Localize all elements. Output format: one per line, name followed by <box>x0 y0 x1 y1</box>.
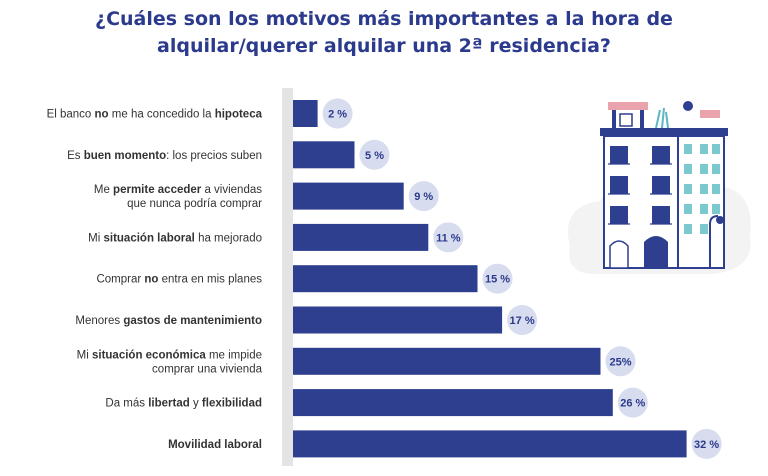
bar-5 <box>293 306 503 334</box>
chart-title-line-1: ¿Cuáles son los motivos más importantes … <box>95 8 673 30</box>
value-label-5: 17 % <box>510 315 535 327</box>
category-label-4: Comprar no entra en mis planes <box>96 274 262 286</box>
bar-6 <box>293 347 601 375</box>
category-label-7: Da más libertad y flexibilidad <box>105 398 262 410</box>
value-label-4: 15 % <box>485 274 510 286</box>
value-bubble-6 <box>605 346 636 377</box>
category-label-5: Menores gastos de mantenimiento <box>75 315 262 327</box>
bar-2 <box>293 182 404 210</box>
category-label-8: Movilidad laboral <box>168 439 262 451</box>
apartment-building-icon <box>568 101 751 274</box>
value-label-6: 25% <box>609 356 631 368</box>
chart-title-line-2: alquilar/querer alquilar una 2ª residenc… <box>157 35 611 57</box>
chart-title: ¿Cuáles son los motivos más importantes … <box>0 6 768 60</box>
axis-band <box>282 88 293 466</box>
value-bubble-0 <box>322 98 353 129</box>
value-bubble-1 <box>359 139 390 170</box>
value-label-0: 2 % <box>328 109 347 121</box>
bar-7 <box>293 389 613 417</box>
category-label-6: Mi situación económica me impide comprar … <box>77 349 263 375</box>
bar-8 <box>293 430 687 458</box>
value-bubble-7 <box>617 387 648 418</box>
value-bubble-3 <box>433 222 464 253</box>
category-label-0: El banco no me ha concedido la hipoteca <box>47 109 263 121</box>
value-label-2: 9 % <box>414 191 433 203</box>
bars-layer: 2 % El banco no me ha concedido la hipote… <box>47 98 722 459</box>
bar-4 <box>293 265 478 293</box>
value-label-7: 26 % <box>620 398 645 410</box>
bar-0 <box>293 100 318 127</box>
value-label-3: 11 % <box>436 232 461 244</box>
value-bubble-5 <box>507 305 538 335</box>
value-bubble-2 <box>408 181 439 212</box>
category-label-2: Me permite acceder a viviendas que nunca … <box>94 184 262 210</box>
value-label-1: 5 % <box>365 150 384 162</box>
category-label-3: Mi situación laboral ha mejorado <box>88 232 262 244</box>
value-label-8: 32 % <box>694 439 719 451</box>
value-bubble-4 <box>482 263 513 294</box>
bar-1 <box>293 141 355 169</box>
value-bubble-8 <box>691 428 722 459</box>
category-label-1: Es buen momento: los precios suben <box>67 150 262 162</box>
bar-3 <box>293 223 429 251</box>
